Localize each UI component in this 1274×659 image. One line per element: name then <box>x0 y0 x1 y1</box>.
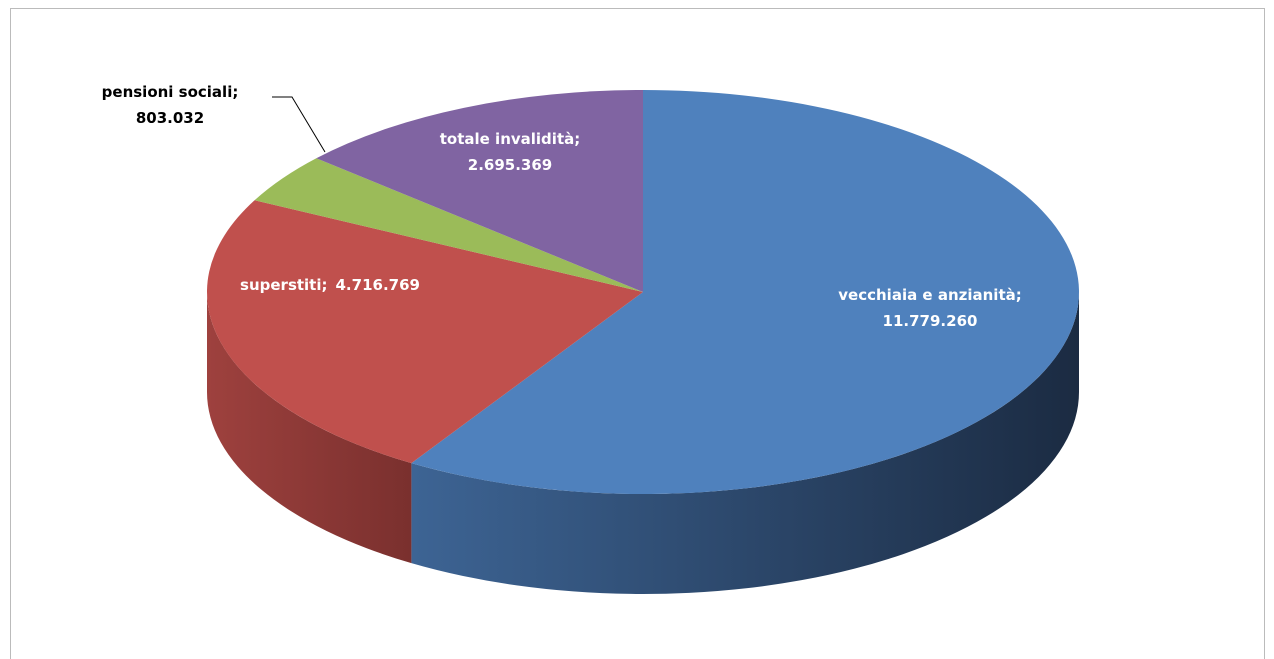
data-label: pensioni sociali; 803.032 <box>102 83 239 127</box>
label-value: 803.032 <box>136 109 204 127</box>
label-separator: ; <box>1016 286 1022 304</box>
slice <box>411 90 1079 494</box>
slice-side <box>411 292 1079 594</box>
data-label: totale invalidità; 2.695.369 <box>440 130 580 174</box>
leader-line <box>272 96 326 153</box>
label-category: totale invalidità <box>440 130 574 148</box>
slice <box>316 90 643 292</box>
label-value: 11.779.260 <box>883 312 978 330</box>
data-label: superstiti; 4.716.769 <box>240 276 420 294</box>
label-separator: ; <box>232 83 238 101</box>
label-value: 4.716.769 <box>336 276 420 294</box>
label-separator: ; <box>574 130 580 148</box>
slice <box>206 200 643 464</box>
label-category: superstiti <box>240 276 321 294</box>
data-label: vecchiaia e anzianità; 11.779.260 <box>838 286 1021 330</box>
label-category: vecchiaia e anzianità <box>838 286 1015 304</box>
label-category: pensioni sociali <box>102 83 233 101</box>
label-separator: ; <box>322 276 328 294</box>
label-value: 2.695.369 <box>468 156 552 174</box>
slice-side <box>207 292 412 564</box>
slice <box>254 158 643 292</box>
